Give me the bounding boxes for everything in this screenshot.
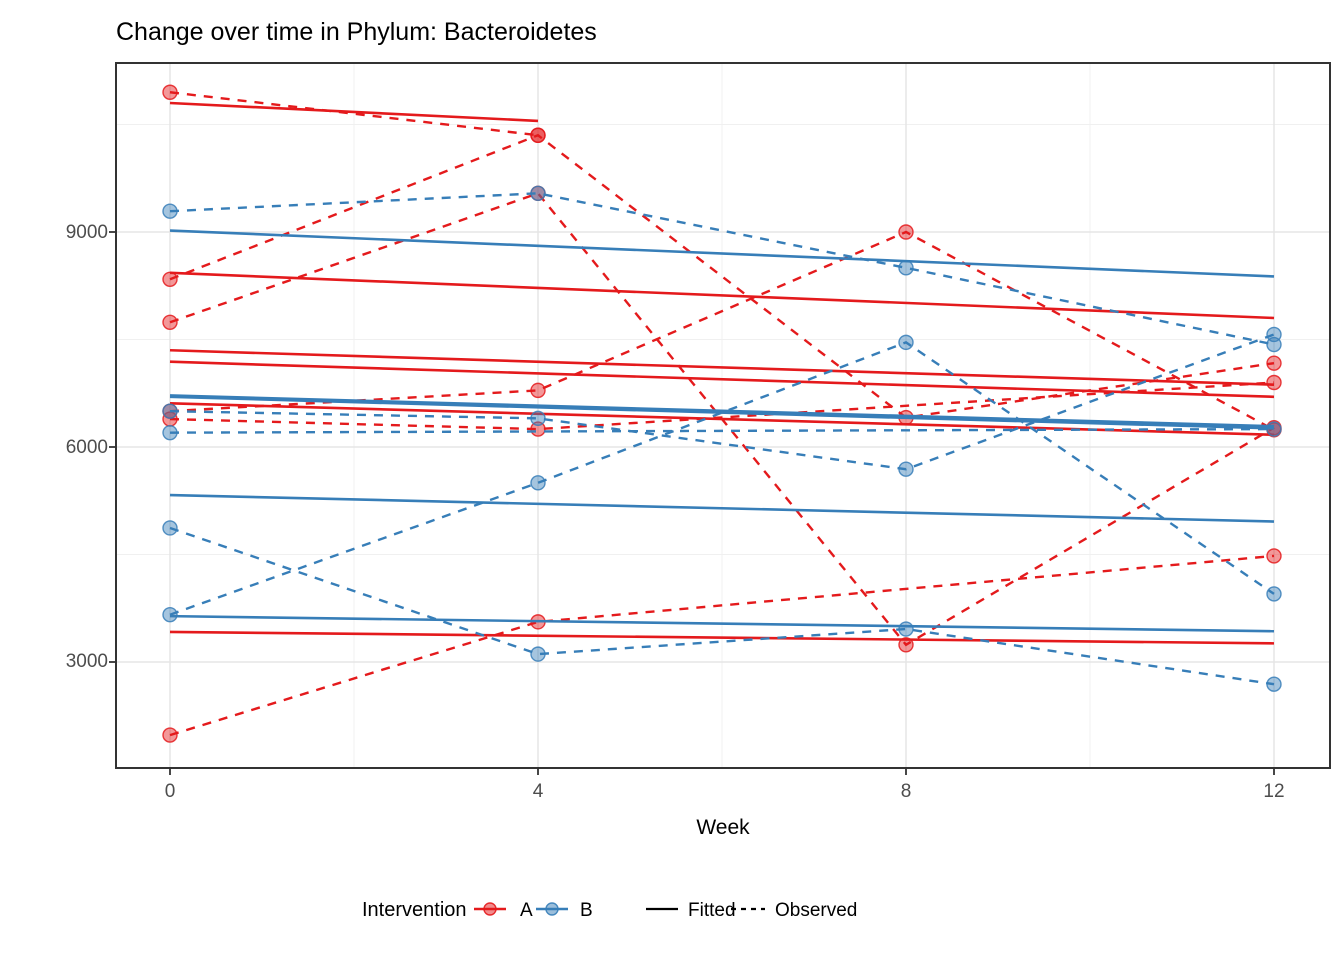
observed-line-B2	[169, 333, 1275, 471]
data-point-B1-w4	[530, 185, 546, 202]
legend-label-a: A	[520, 900, 533, 921]
data-point-B4-w4	[530, 646, 546, 662]
x-tick-0: 0	[165, 781, 176, 802]
x-axis-title: Week	[696, 816, 750, 839]
legend: Intervention A B Fitted Observed	[362, 899, 857, 921]
fitted-line-A4	[169, 360, 1275, 399]
legend-label-observed: Observed	[775, 900, 857, 921]
legend-key-a-point	[483, 902, 497, 916]
data-point-A6-w12	[1266, 548, 1282, 564]
fitted-line-B5	[169, 493, 1275, 523]
data-point-A4-w8	[898, 224, 914, 240]
legend-item-B: B	[536, 900, 593, 921]
y-tick-6000: 6000	[66, 437, 108, 458]
observed-line-B5	[169, 341, 1275, 616]
legend-item-fitted: Fitted	[646, 900, 736, 921]
panel-border	[115, 62, 1331, 769]
legend-item-observed: Observed	[731, 900, 857, 921]
data-point-B3-w0	[162, 424, 178, 441]
x-tick-12: 12	[1263, 781, 1284, 802]
observed-line-B3	[169, 427, 1275, 434]
fitted-line-B3	[169, 395, 1275, 430]
fitted-line-B4	[169, 614, 1275, 633]
fitted-line-A2	[169, 271, 1275, 320]
data-point-B2-w0	[162, 403, 178, 419]
chart-title: Change over time in Phylum: Bacteroidete…	[116, 18, 597, 46]
observed-line-A5	[169, 381, 1275, 431]
data-point-B5-w0	[162, 607, 178, 623]
legend-label-b: B	[580, 900, 593, 921]
legend-item-A: A	[474, 900, 533, 921]
legend-title: Intervention	[362, 899, 467, 921]
legend-label-fitted: Fitted	[688, 900, 736, 921]
x-tick-4: 4	[533, 781, 544, 802]
fitted-line-A3	[169, 348, 1275, 386]
data-point-A3-w0	[162, 314, 178, 330]
data-point-B2-w4	[530, 410, 546, 427]
data-point-A2-w12	[1266, 355, 1282, 371]
observed-line-A4	[169, 230, 1275, 431]
data-point-B2-w12	[1266, 326, 1282, 343]
data-point-B4-w8	[898, 621, 914, 637]
x-tick-8: 8	[901, 781, 912, 802]
fitted-line-A6	[169, 630, 1275, 645]
axis-ticks	[109, 231, 1275, 775]
data-point-B5-w12	[1266, 586, 1282, 602]
data-point-B1-w0	[162, 203, 178, 219]
fitted-line-B2	[169, 394, 1275, 428]
data-point-B1-w8	[898, 260, 914, 276]
data-series	[162, 84, 1282, 743]
data-point-B3-w12	[1266, 421, 1282, 437]
data-point-A5-w12	[1266, 374, 1282, 391]
observed-line-B4	[169, 526, 1275, 686]
data-point-A2-w4	[530, 127, 546, 143]
data-point-A6-w0	[162, 727, 178, 743]
data-point-B5-w4	[530, 475, 546, 491]
fitted-line-B1	[169, 229, 1275, 278]
observed-line-A1	[169, 91, 539, 137]
y-tick-3000: 3000	[66, 651, 108, 672]
data-point-A1-w0	[162, 84, 178, 100]
data-point-B5-w8	[898, 334, 914, 351]
gridlines	[116, 63, 1330, 768]
fitted-line-A1	[169, 101, 539, 123]
y-tick-9000: 9000	[66, 222, 108, 243]
data-point-B4-w12	[1266, 676, 1282, 692]
data-point-A3-w8	[898, 637, 914, 653]
data-point-B4-w0	[162, 520, 178, 536]
data-point-A4-w4	[530, 382, 546, 399]
legend-key-b-point	[545, 902, 559, 916]
data-point-B2-w8	[898, 461, 914, 477]
data-point-A2-w0	[162, 271, 178, 287]
